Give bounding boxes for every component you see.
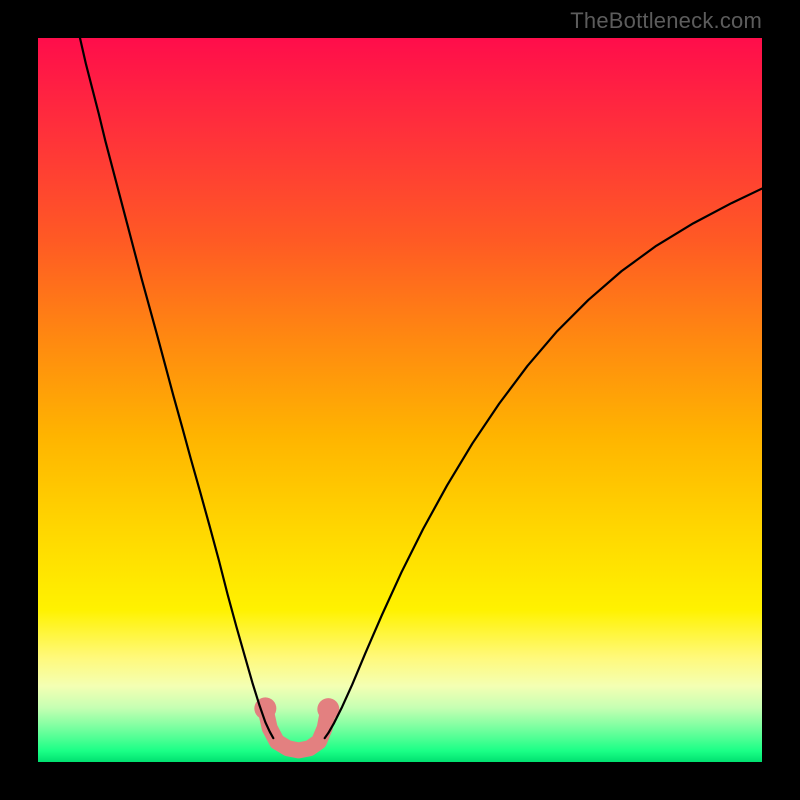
stage: TheBottleneck.com	[0, 0, 800, 800]
plot-frame	[36, 36, 764, 764]
watermark-text: TheBottleneck.com	[570, 8, 762, 34]
